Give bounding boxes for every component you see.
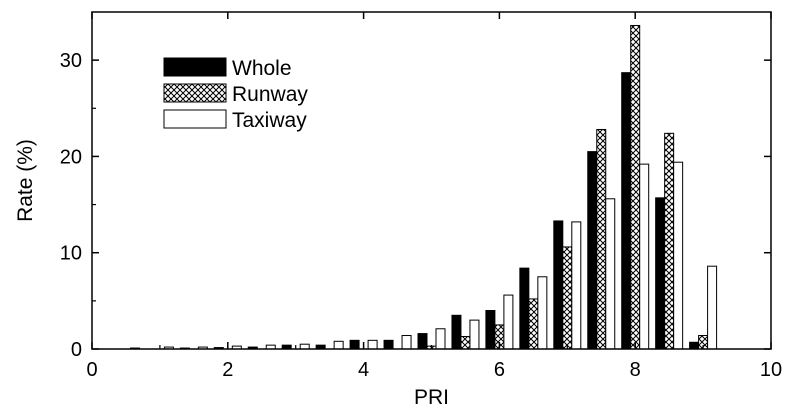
bar-whole-14 [587, 151, 598, 350]
legend: Whole Runway Taxiway [163, 57, 308, 132]
bar-taxiway-9 [435, 328, 446, 350]
x-tick-label-6: 6 [494, 359, 505, 381]
legend-label-runway: Runway [232, 83, 308, 106]
bar-whole-12 [519, 267, 530, 350]
legend-swatch-runway [163, 83, 227, 103]
bar-taxiway-7 [367, 339, 378, 350]
bar-runway-14 [596, 128, 607, 350]
bar-whole-10 [451, 314, 462, 350]
y-tick-label-0: 0 [71, 339, 82, 361]
bar-whole-15 [621, 72, 632, 350]
x-tick-label-2: 2 [222, 359, 233, 381]
x-axis-label: PRI [414, 386, 449, 407]
bar-whole-13 [553, 220, 564, 350]
x-tick-label-10: 10 [760, 359, 782, 381]
bar-runway-10 [460, 335, 471, 350]
bar-runway-12 [528, 298, 539, 350]
bar-taxiway-11 [503, 294, 514, 350]
bar-taxiway-10 [469, 319, 480, 350]
bar-whole-9 [417, 333, 428, 350]
y-tick-label-10: 10 [60, 243, 82, 265]
bars-group [129, 24, 718, 350]
bar-taxiway-16 [673, 161, 684, 350]
legend-swatch-whole [163, 57, 227, 77]
bar-taxiway-14 [605, 198, 616, 350]
bar-whole-7 [349, 339, 360, 350]
bar-runway-15 [630, 24, 641, 350]
bar-taxiway-12 [537, 276, 548, 350]
bar-runway-16 [664, 132, 675, 350]
y-axis-label: Rate (%) [14, 139, 37, 222]
bar-taxiway-8 [401, 335, 412, 350]
legend-label-taxiway: Taxiway [232, 109, 307, 132]
bar-taxiway-13 [571, 221, 582, 350]
bar-taxiway-17 [707, 265, 718, 350]
bar-whole-17 [689, 341, 700, 350]
bar-runway-13 [562, 246, 573, 350]
bar-whole-11 [485, 309, 496, 350]
y-tick-label-30: 30 [60, 50, 82, 72]
bar-taxiway-6 [333, 340, 344, 350]
x-tick-label-0: 0 [86, 359, 97, 381]
ticks-group: 0 2 4 6 8 10 0 10 20 30 [60, 12, 782, 381]
bar-whole-16 [655, 197, 666, 350]
bar-whole-8 [383, 339, 394, 350]
legend-swatch-taxiway [163, 109, 227, 129]
legend-label-whole: Whole [232, 57, 292, 80]
bar-taxiway-15 [639, 163, 650, 350]
y-tick-label-20: 20 [60, 146, 82, 168]
x-tick-label-4: 4 [358, 359, 369, 381]
x-tick-label-8: 8 [630, 359, 641, 381]
